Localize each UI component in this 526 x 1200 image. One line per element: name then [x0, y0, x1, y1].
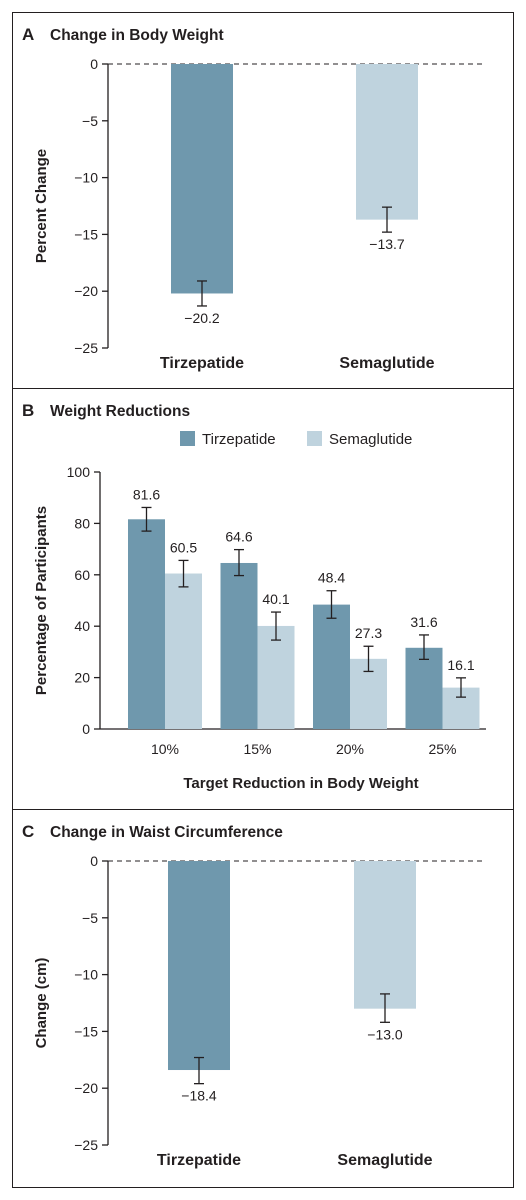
legend-swatch-tirzepatide: [180, 431, 195, 446]
y-tick-label: −25: [74, 340, 98, 356]
data-label-tirzepatide: −18.4: [181, 1088, 217, 1104]
error-bar-semaglutide-20pct: [363, 645, 374, 673]
panel-divider-ab: [13, 388, 513, 389]
x-tick-label-20pct: 20%: [336, 741, 364, 757]
y-axis-label: Change (cm): [33, 958, 50, 1049]
panel-b-plot: 0 20 40 60 80 100 Percentage of Participants Ta…: [33, 464, 486, 792]
data-label-tirzepatide-15pct: 64.6: [225, 529, 252, 545]
panel-c: C Change in Waist Circumference 0 −5 −10 −1…: [22, 822, 482, 1169]
panel-a: A Change in Body Weight 0 −5 −10 −15 −20 −25 P…: [22, 25, 482, 372]
y-tick-label: −10: [74, 967, 98, 983]
y-axis-label: Percentage of Participants: [33, 506, 50, 695]
legend-swatch-semaglutide: [307, 431, 322, 446]
data-label-tirzepatide: −20.2: [184, 310, 220, 326]
bar-tirzepatide-25pct: [405, 647, 443, 729]
data-label-semaglutide: −13.7: [369, 236, 405, 252]
panel-c-plot: 0 −5 −10 −15 −20 −25 Change (cm) −18.4 Tirzepati…: [33, 853, 482, 1169]
error-bar-tirzepatide: [194, 1056, 204, 1085]
y-tick-label: −20: [74, 283, 98, 299]
y-tick-label: −10: [74, 170, 98, 186]
bar-semaglutide: [354, 861, 416, 1009]
x-category-label-tirzepatide: Tirzepatide: [157, 1152, 241, 1169]
figure-frame: [12, 12, 514, 1188]
panel-a-title: Change in Body Weight: [50, 27, 224, 44]
data-label-tirzepatide-25pct: 31.6: [410, 614, 437, 630]
legend-label-tirzepatide: Tirzepatide: [202, 431, 276, 448]
error-bar-tirzepatide-15pct: [234, 548, 244, 577]
panel-b-title: Weight Reductions: [50, 403, 190, 420]
y-tick-label: 80: [74, 515, 90, 531]
bar-semaglutide-10pct: [165, 573, 202, 729]
y-tick-label: −5: [82, 113, 98, 129]
x-tick-label-10pct: 10%: [151, 741, 179, 757]
panel-c-title: Change in Waist Circumference: [50, 824, 283, 841]
x-category-label-semaglutide: Semaglutide: [337, 1152, 432, 1169]
bar-tirzepatide-15pct: [220, 562, 258, 729]
x-tick-label-25pct: 25%: [428, 741, 456, 757]
error-bar-semaglutide-10pct: [178, 559, 189, 588]
panel-a-letter: A: [22, 25, 34, 44]
error-bar-tirzepatide-25pct: [419, 634, 429, 661]
y-axis-label: Percent Change: [33, 149, 50, 263]
y-tick-label: −15: [74, 226, 98, 242]
error-bar-tirzepatide-10pct: [141, 506, 152, 532]
panel-b-letter: B: [22, 401, 34, 420]
panel-a-plot: 0 −5 −10 −15 −20 −25 Percent Change −20.2 Tirzep…: [33, 56, 482, 372]
data-label-semaglutide-10pct: 60.5: [170, 539, 197, 555]
y-tick-label: −25: [74, 1137, 98, 1153]
error-bar-semaglutide-15pct: [271, 611, 281, 641]
error-bar-semaglutide: [380, 993, 390, 1023]
y-tick-label: 0: [90, 853, 98, 869]
y-tick-label: −5: [82, 910, 98, 926]
data-label-semaglutide-15pct: 40.1: [262, 591, 289, 607]
data-label-semaglutide: −13.0: [367, 1026, 403, 1042]
x-tick-label-15pct: 15%: [243, 741, 271, 757]
x-axis-label: Target Reduction in Body Weight: [183, 775, 418, 792]
bar-semaglutide-15pct: [257, 625, 295, 729]
data-label-semaglutide-20pct: 27.3: [355, 625, 382, 641]
x-category-label-semaglutide: Semaglutide: [339, 355, 434, 372]
bar-tirzepatide-10pct: [128, 519, 165, 729]
data-label-tirzepatide-10pct: 81.6: [133, 486, 160, 502]
bar-tirzepatide: [171, 64, 233, 294]
error-bar-tirzepatide: [197, 280, 207, 307]
y-tick-label: 60: [74, 567, 90, 583]
data-label-tirzepatide-20pct: 48.4: [318, 570, 345, 586]
y-tick-label: 40: [74, 618, 90, 634]
panel-c-letter: C: [22, 822, 34, 841]
legend-label-semaglutide: Semaglutide: [329, 431, 412, 448]
bar-tirzepatide: [168, 861, 230, 1071]
bar-semaglutide: [356, 64, 418, 220]
panel-b: B Weight Reductions Tirzepatide Semaglut…: [22, 401, 486, 792]
y-tick-label: 0: [90, 56, 98, 72]
x-category-label-tirzepatide: Tirzepatide: [160, 355, 244, 372]
error-bar-semaglutide: [382, 206, 392, 233]
error-bar-semaglutide-25pct: [456, 677, 466, 698]
y-tick-label: −15: [74, 1023, 98, 1039]
y-tick-label: −20: [74, 1080, 98, 1096]
data-label-semaglutide-25pct: 16.1: [447, 657, 474, 673]
bar-tirzepatide-20pct: [313, 604, 350, 729]
y-tick-label: 100: [67, 464, 91, 480]
error-bar-tirzepatide-20pct: [326, 590, 337, 619]
y-tick-label: 0: [82, 721, 90, 737]
y-tick-label: 20: [74, 670, 90, 686]
panel-divider-bc: [13, 809, 513, 810]
legend: Tirzepatide Semaglutide: [180, 431, 412, 448]
